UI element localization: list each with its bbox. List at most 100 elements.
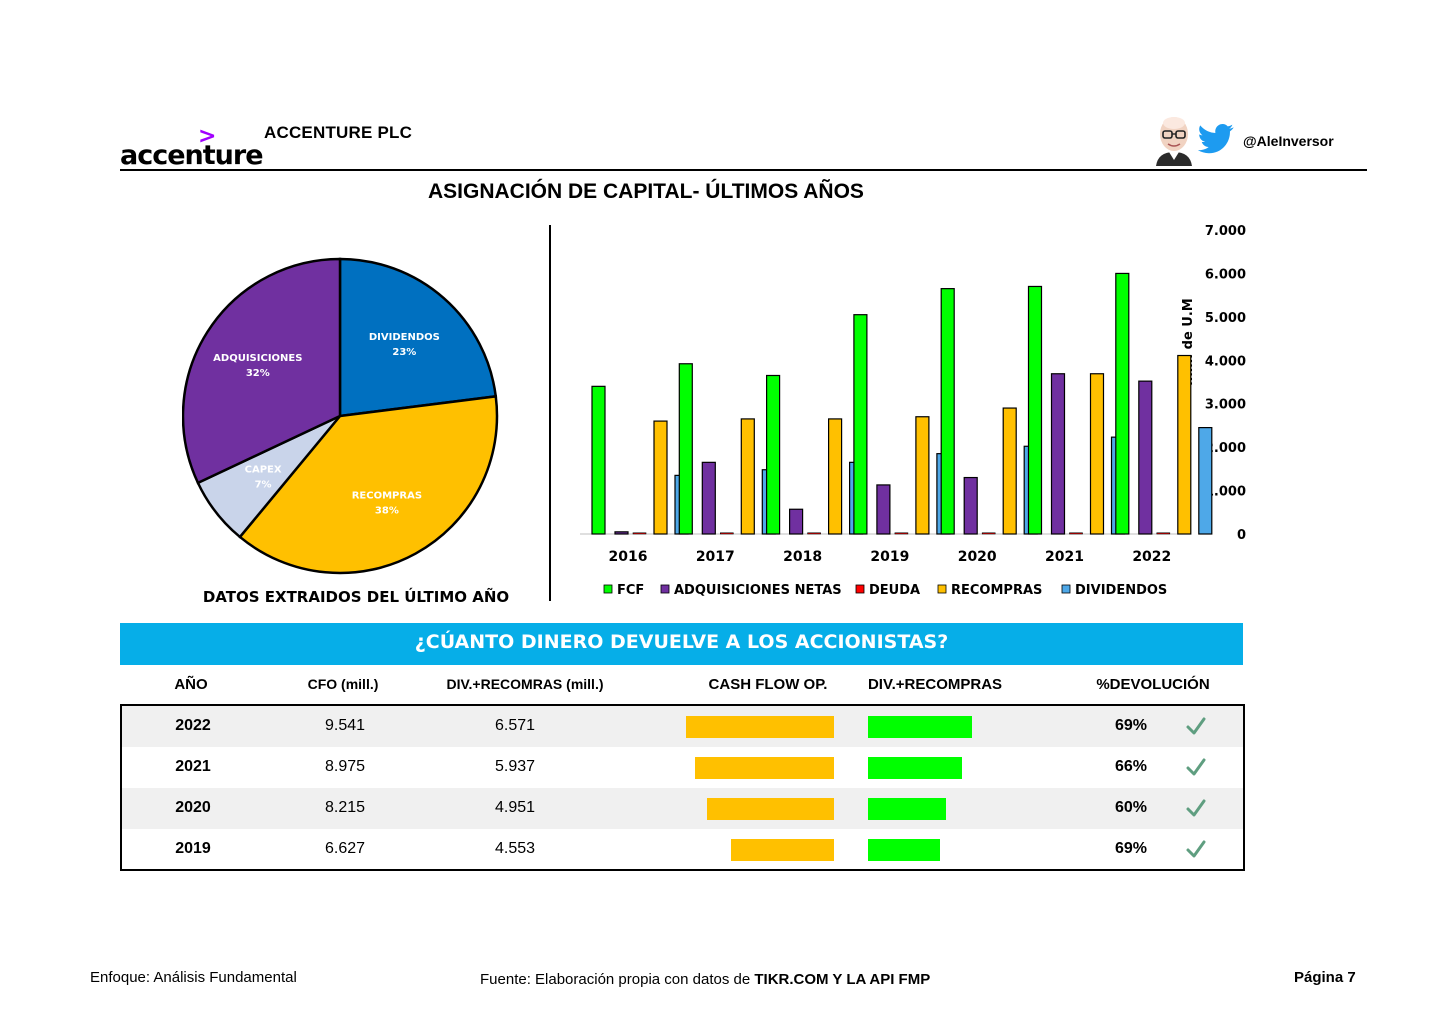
returns-table: 2022 9.541 6.571 69% 2021 8.975 5.937 66… xyxy=(120,704,1245,871)
checkmark-icon xyxy=(1186,717,1206,735)
bar-recompras-2022 xyxy=(1177,354,1192,535)
cell-year: 2020 xyxy=(175,799,211,816)
legend-label: FCF xyxy=(617,583,644,598)
company-name: ACCENTURE PLC xyxy=(264,123,413,142)
bar-recompras-2016 xyxy=(653,420,668,535)
bar-adquisiciones-netas-2019 xyxy=(876,484,891,535)
y-tick-label: 0 xyxy=(1237,528,1246,543)
cell-pct: 69% xyxy=(1114,717,1148,734)
y-tick-label: 7.000 xyxy=(1205,224,1246,239)
cfo-bar xyxy=(706,798,834,820)
header-pct: %DEVOLUCIÓN xyxy=(1096,676,1210,693)
y-tick-label: 1.000 xyxy=(1205,485,1246,500)
pie-slice-adquisiciones xyxy=(182,257,342,485)
pie-pct-label: 7% xyxy=(255,480,272,491)
header-div-recompras: DIV.+RECOMPRAS xyxy=(867,676,1003,693)
pie-pct-label: 23% xyxy=(392,347,416,358)
table-row: 2021 8.975 5.937 66% xyxy=(122,747,1243,788)
bar-deuda-2021 xyxy=(1069,532,1083,535)
y-tick-label: 4.000 xyxy=(1205,354,1246,369)
header-year: AÑO xyxy=(174,676,208,693)
y-tick-label: 6.000 xyxy=(1205,267,1246,282)
x-tick-label: 2021 xyxy=(1045,549,1084,565)
cell-pct: 66% xyxy=(1114,758,1148,775)
bar-fcf-2016 xyxy=(591,385,606,535)
bar-dividendos-2022 xyxy=(1198,427,1213,535)
bar-adquisiciones-netas-2020 xyxy=(963,476,978,535)
cell-pct: 60% xyxy=(1114,799,1148,816)
bar-deuda-2020 xyxy=(981,532,996,535)
header-cfo: CFO (mill.) xyxy=(307,676,379,692)
pie-label: DIVIDENDOS xyxy=(369,332,440,343)
pie-pct-label: 32% xyxy=(246,368,270,379)
legend-label: DEUDA xyxy=(869,583,920,598)
footer-source: Fuente: Elaboración propia con datos de … xyxy=(480,971,930,988)
bar-recompras-2020 xyxy=(1002,407,1017,535)
legend-label: DIVIDENDOS xyxy=(1075,583,1167,598)
pie-label: ADQUISICIONES xyxy=(213,353,302,364)
div-bar xyxy=(868,716,972,738)
footer-source-bold: TIKR.COM Y LA API FMP xyxy=(754,971,931,988)
bar-fcf-2017 xyxy=(678,363,693,535)
y-tick-label: 2.000 xyxy=(1205,441,1246,456)
chart-divider xyxy=(549,225,551,601)
y-tick-label: 5.000 xyxy=(1205,311,1246,326)
bar-adquisiciones-netas-2018 xyxy=(789,508,804,535)
page-title: ASIGNACIÓN DE CAPITAL- ÚLTIMOS AÑOS xyxy=(428,180,864,203)
bar-recompras-2017 xyxy=(740,418,755,535)
bar-fcf-2018 xyxy=(766,374,781,535)
page-number: Página 7 xyxy=(1294,969,1356,986)
x-tick-label: 2022 xyxy=(1132,549,1171,565)
bar-deuda-2018 xyxy=(807,532,821,535)
legend-label: RECOMPRAS xyxy=(951,583,1042,598)
bar-chart: 01.0002.0003.0004.0005.0006.0007.000mill… xyxy=(580,224,1246,598)
table-row: 2019 6.627 4.553 69% xyxy=(122,829,1243,870)
pie-pct-label: 38% xyxy=(375,505,399,516)
cell-div: 4.553 xyxy=(494,840,536,857)
bar-adquisiciones-netas-2017 xyxy=(701,461,716,535)
bar-recompras-2018 xyxy=(828,418,843,535)
cell-div: 4.951 xyxy=(494,799,536,816)
checkmark-icon xyxy=(1186,799,1206,817)
accenture-logo: > accenture xyxy=(120,124,270,172)
cell-year: 2021 xyxy=(175,758,211,775)
x-tick-label: 2017 xyxy=(696,549,735,565)
bar-fcf-2019 xyxy=(853,314,868,535)
legend-swatch xyxy=(855,584,865,594)
x-tick-label: 2019 xyxy=(870,549,909,565)
logo-chevron-icon: > xyxy=(198,124,217,149)
legend-swatch xyxy=(660,584,670,594)
bar-adquisiciones-netas-2022 xyxy=(1138,380,1153,535)
cell-year: 2019 xyxy=(175,840,211,857)
footer-focus: Enfoque: Análisis Fundamental xyxy=(90,969,297,986)
bar-fcf-2022 xyxy=(1115,272,1130,535)
checkmark-icon xyxy=(1186,840,1206,858)
cfo-bar xyxy=(686,716,834,738)
pie-label: CAPEX xyxy=(245,465,282,476)
cell-cfo: 8.975 xyxy=(324,758,366,775)
cell-cfo: 9.541 xyxy=(324,717,366,734)
twitter-icon xyxy=(1198,124,1234,154)
bar-fcf-2020 xyxy=(940,288,955,535)
bar-deuda-2019 xyxy=(894,532,909,535)
twitter-handle[interactable]: @AleInversor xyxy=(1243,133,1334,149)
cfo-bar xyxy=(731,839,834,861)
div-bar xyxy=(868,839,941,861)
div-bar xyxy=(868,757,962,779)
table-row: 2022 9.541 6.571 69% xyxy=(122,706,1243,747)
y-tick-label: 3.000 xyxy=(1205,398,1246,413)
header-div: DIV.+RECOMRAS (mill.) xyxy=(446,676,604,692)
legend-swatch xyxy=(1061,584,1071,594)
div-bar xyxy=(868,798,947,820)
table-title: ¿CÚANTO DINERO DEVUELVE A LOS ACCIONISTA… xyxy=(414,631,949,653)
x-tick-label: 2018 xyxy=(783,549,822,565)
table-banner xyxy=(120,623,1243,665)
cell-div: 5.937 xyxy=(494,758,536,775)
bar-adquisiciones-netas-2021 xyxy=(1050,373,1066,535)
pie-chart: DIVIDENDOS 23% RECOMPRAS 38% CAPEX 7% ADQUISIC… xyxy=(182,257,499,575)
x-tick-label: 2016 xyxy=(609,549,648,565)
table-row: 2020 8.215 4.951 60% xyxy=(122,788,1243,829)
cell-year: 2022 xyxy=(175,717,211,734)
legend-swatch xyxy=(937,584,947,594)
legend-label: ADQUISICIONES NETAS xyxy=(674,583,842,598)
